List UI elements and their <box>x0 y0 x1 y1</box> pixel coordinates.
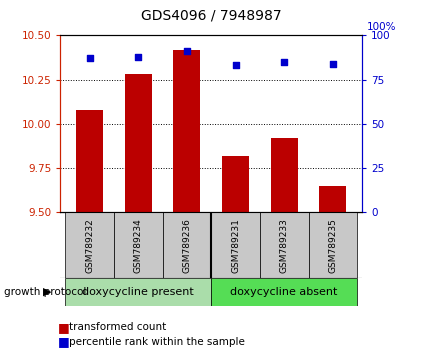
Text: GSM789233: GSM789233 <box>279 218 288 273</box>
Text: GSM789232: GSM789232 <box>85 218 94 273</box>
Point <box>135 54 141 59</box>
Text: GSM789235: GSM789235 <box>328 218 337 273</box>
Bar <box>173 50 200 212</box>
Text: transformed count: transformed count <box>69 322 166 332</box>
Bar <box>211 278 356 306</box>
Bar <box>319 186 345 212</box>
Text: percentile rank within the sample: percentile rank within the sample <box>69 337 244 347</box>
Point <box>329 61 335 67</box>
Bar <box>221 156 249 212</box>
Point <box>280 59 287 65</box>
Bar <box>211 212 259 278</box>
Point <box>183 48 190 54</box>
Point <box>231 63 238 68</box>
Text: doxycycline absent: doxycycline absent <box>230 287 337 297</box>
Text: GSM789236: GSM789236 <box>182 218 191 273</box>
Text: GSM789231: GSM789231 <box>230 218 240 273</box>
Text: ■: ■ <box>58 321 70 334</box>
Bar <box>65 278 211 306</box>
Text: doxycycline present: doxycycline present <box>82 287 194 297</box>
Text: GSM789234: GSM789234 <box>133 218 142 273</box>
Bar <box>65 212 114 278</box>
Text: 100%: 100% <box>366 22 395 32</box>
Point <box>86 56 93 61</box>
Text: growth protocol: growth protocol <box>4 287 86 297</box>
Text: GDS4096 / 7948987: GDS4096 / 7948987 <box>141 9 281 23</box>
Bar <box>76 110 103 212</box>
Bar <box>162 212 211 278</box>
Text: ▶: ▶ <box>43 287 52 297</box>
Bar <box>259 212 308 278</box>
Text: ■: ■ <box>58 335 70 348</box>
Bar <box>114 212 162 278</box>
Bar <box>308 212 356 278</box>
Bar <box>125 74 151 212</box>
Bar <box>270 138 297 212</box>
